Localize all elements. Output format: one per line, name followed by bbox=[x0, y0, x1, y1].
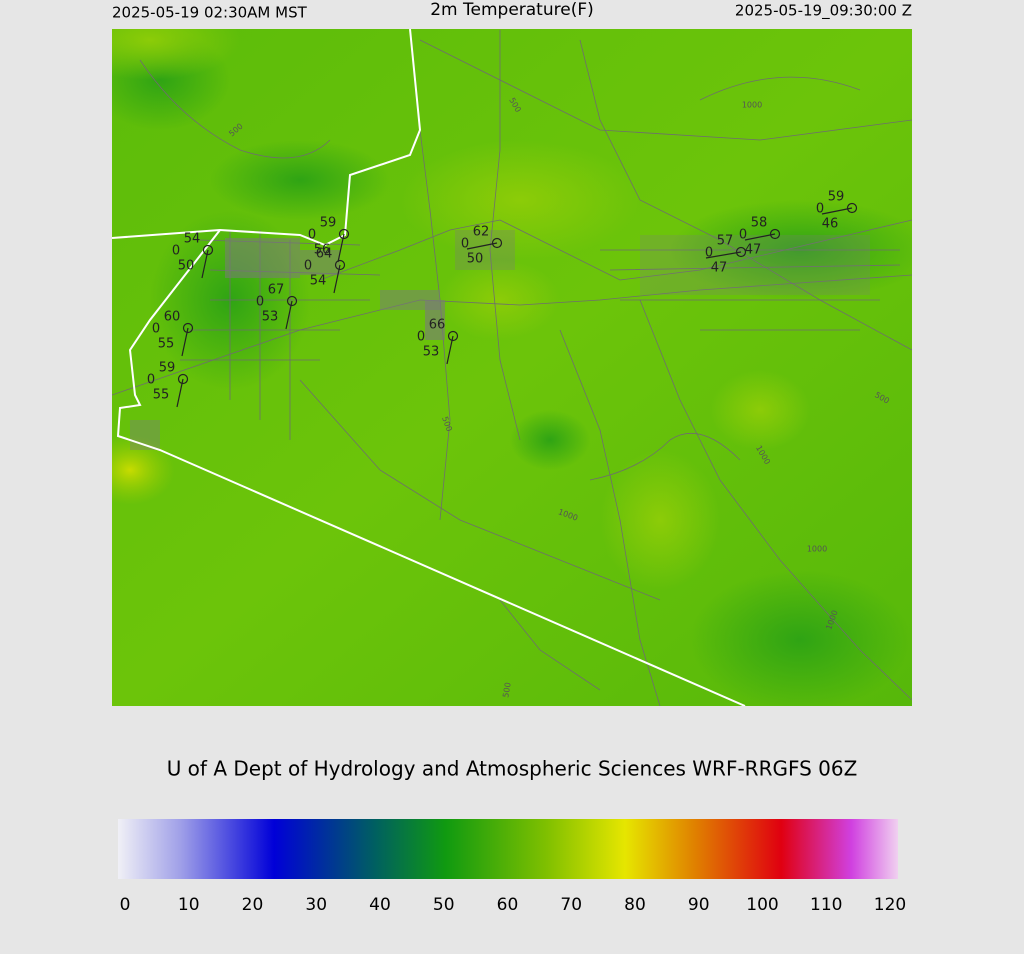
station-wind: 0 bbox=[705, 246, 713, 261]
colorbar-tick-label: 40 bbox=[369, 895, 391, 915]
colorbar-tick-label: 60 bbox=[497, 895, 519, 915]
station-wind: 0 bbox=[417, 330, 425, 345]
colorbar-tick-label: 90 bbox=[688, 895, 710, 915]
colorbar-tick-label: 110 bbox=[810, 895, 842, 915]
warm-spot bbox=[112, 435, 175, 505]
station-wind: 0 bbox=[739, 228, 747, 243]
map bbox=[112, 29, 912, 706]
station-wind: 0 bbox=[816, 202, 824, 217]
colorbar-tick-label: 120 bbox=[874, 895, 906, 915]
contour-label: 1000 bbox=[807, 545, 827, 554]
station: 59 055 bbox=[147, 361, 189, 408]
shade bbox=[112, 29, 240, 80]
station-wind: 0 bbox=[172, 244, 180, 259]
station-wind: 0 bbox=[304, 259, 312, 274]
station: 59 056 bbox=[308, 216, 350, 263]
station: 64 054 bbox=[304, 247, 346, 294]
station-circle bbox=[334, 259, 346, 271]
station-temp: 64 bbox=[316, 247, 333, 262]
station-dewpoint: 47 bbox=[711, 261, 728, 276]
station-dewpoint: 53 bbox=[262, 310, 279, 325]
colorbar-tick-label: 30 bbox=[305, 895, 327, 915]
colorbar-tick-label: 80 bbox=[624, 895, 646, 915]
station-dewpoint: 56 bbox=[314, 243, 331, 258]
station-temp: 59 bbox=[320, 216, 337, 231]
station-dewpoint: 50 bbox=[178, 259, 195, 274]
shade bbox=[510, 410, 590, 470]
shade bbox=[690, 570, 910, 706]
station: 58 047 bbox=[739, 216, 781, 258]
station-temp: 67 bbox=[268, 283, 285, 298]
station-dewpoint: 50 bbox=[467, 252, 484, 267]
station: 54 050 bbox=[172, 232, 214, 279]
station-dewpoint: 54 bbox=[310, 274, 327, 289]
urban-areas bbox=[130, 230, 870, 450]
station-circle bbox=[447, 330, 459, 342]
wind-barb bbox=[705, 251, 742, 259]
station-temp: 59 bbox=[828, 190, 845, 205]
colorbar-tick-label: 20 bbox=[242, 895, 264, 915]
station-circle bbox=[286, 295, 298, 307]
station: 60 055 bbox=[152, 310, 194, 357]
station: 66 053 bbox=[417, 318, 459, 365]
station-dewpoint: 47 bbox=[745, 243, 762, 258]
header-right: 2025-05-19_09:30:00 Z bbox=[735, 2, 912, 21]
colorbar bbox=[118, 819, 898, 879]
station-temp: 59 bbox=[159, 361, 176, 376]
station-dewpoint: 55 bbox=[158, 337, 175, 352]
station-circle bbox=[769, 228, 781, 240]
station-circle bbox=[177, 373, 189, 385]
station-wind: 0 bbox=[308, 228, 316, 243]
colorbar-ticks: 0 10 20 30 40 50 60 70 80 90 100 110 120 bbox=[120, 895, 907, 915]
station-temp: 57 bbox=[717, 234, 734, 249]
colorbar-tick-label: 0 bbox=[120, 895, 131, 915]
station: 67 053 bbox=[256, 283, 298, 330]
contour-label: 500 bbox=[501, 682, 513, 699]
shade bbox=[400, 140, 640, 260]
header-left: 2025-05-19 02:30AM MST bbox=[112, 4, 308, 22]
station-temp: 66 bbox=[429, 318, 446, 333]
contour-label: 1000 bbox=[742, 101, 762, 110]
station-circle bbox=[846, 202, 858, 214]
station-wind: 0 bbox=[147, 373, 155, 388]
station-wind: 0 bbox=[461, 237, 469, 252]
shade bbox=[210, 140, 390, 220]
station-circle bbox=[491, 237, 503, 249]
state-border bbox=[112, 29, 746, 706]
station: 62 050 bbox=[461, 225, 503, 267]
colorbar-tick-label: 10 bbox=[178, 895, 200, 915]
station: 59 046 bbox=[816, 190, 858, 232]
station-circle bbox=[182, 322, 194, 334]
credit: U of A Dept of Hydrology and Atmospheric… bbox=[167, 757, 858, 781]
colorbar-tick-label: 70 bbox=[560, 895, 582, 915]
station-circle bbox=[735, 246, 747, 258]
station-temp: 62 bbox=[473, 225, 490, 240]
station: 57 047 bbox=[705, 234, 747, 276]
station-temp: 54 bbox=[184, 232, 201, 247]
stations: 5405059056640546705360055590556605362050… bbox=[147, 190, 858, 408]
station-temp: 58 bbox=[751, 216, 768, 231]
shade bbox=[600, 450, 720, 590]
station-circle bbox=[338, 228, 350, 240]
station-dewpoint: 46 bbox=[822, 217, 839, 232]
colorbar-tick-label: 50 bbox=[433, 895, 455, 915]
station-dewpoint: 53 bbox=[423, 345, 440, 360]
shade bbox=[440, 260, 560, 340]
station-temp: 60 bbox=[164, 310, 181, 325]
station-wind: 0 bbox=[256, 295, 264, 310]
station-circle bbox=[202, 244, 214, 256]
shade bbox=[710, 370, 810, 450]
station-dewpoint: 55 bbox=[153, 388, 170, 403]
header-title: 2m Temperature(F) bbox=[430, 0, 594, 20]
colorbar-tick-label: 100 bbox=[746, 895, 778, 915]
station-wind: 0 bbox=[152, 322, 160, 337]
